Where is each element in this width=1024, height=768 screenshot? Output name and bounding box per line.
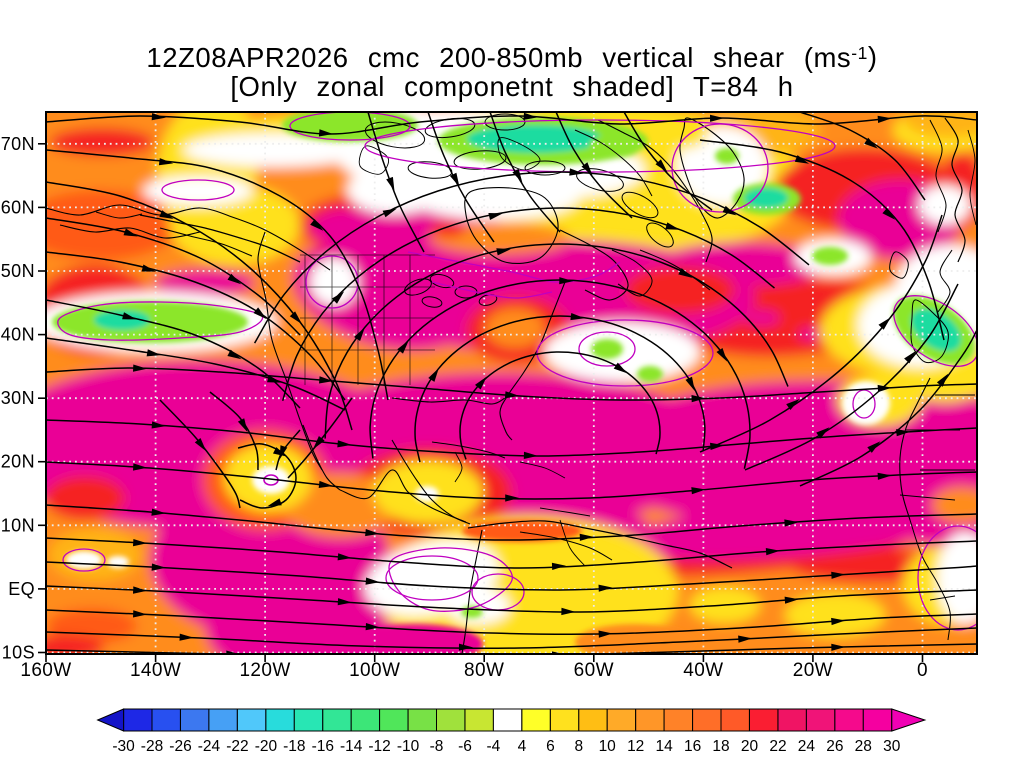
svg-text:100W: 100W	[349, 660, 400, 681]
svg-text:-10: -10	[397, 738, 420, 755]
svg-text:40N: 40N	[1, 325, 35, 345]
svg-text:60N: 60N	[1, 197, 35, 217]
svg-text:-28: -28	[141, 738, 163, 755]
svg-text:12: 12	[627, 738, 644, 755]
svg-text:26: 26	[826, 738, 843, 755]
svg-text:-30: -30	[112, 738, 135, 755]
svg-text:0: 0	[917, 660, 928, 681]
svg-text:6: 6	[546, 738, 555, 755]
svg-text:50N: 50N	[1, 261, 35, 281]
svg-text:EQ: EQ	[8, 579, 35, 599]
svg-text:-18: -18	[283, 738, 305, 755]
svg-text:160W: 160W	[20, 660, 71, 681]
svg-text:-22: -22	[226, 738, 248, 755]
svg-text:14: 14	[655, 738, 673, 755]
svg-text:8: 8	[574, 738, 583, 755]
svg-text:12Z08APR2026 cmc 200-850mb ver: 12Z08APR2026 cmc 200-850mb vertical shea…	[146, 41, 877, 73]
svg-text:10N: 10N	[1, 515, 35, 535]
svg-text:60W: 60W	[574, 660, 614, 681]
svg-text:-26: -26	[169, 738, 191, 755]
svg-text:20N: 20N	[1, 452, 35, 472]
svg-text:80W: 80W	[464, 660, 504, 681]
svg-text:-14: -14	[340, 738, 363, 755]
svg-text:140W: 140W	[130, 660, 181, 681]
svg-text:18: 18	[712, 738, 729, 755]
svg-text:120W: 120W	[239, 660, 290, 681]
svg-text:-20: -20	[255, 738, 278, 755]
svg-text:22: 22	[769, 738, 786, 755]
svg-text:40W: 40W	[683, 660, 723, 681]
svg-text:4: 4	[518, 738, 527, 755]
svg-text:24: 24	[798, 738, 816, 755]
svg-text:-8: -8	[430, 738, 444, 755]
svg-text:20W: 20W	[793, 660, 833, 681]
svg-text:-4: -4	[487, 738, 501, 755]
svg-text:30N: 30N	[1, 388, 35, 408]
svg-text:70N: 70N	[1, 134, 35, 154]
svg-text:28: 28	[855, 738, 872, 755]
svg-text:-16: -16	[312, 738, 334, 755]
svg-text:30: 30	[883, 738, 901, 755]
svg-text:20: 20	[741, 738, 759, 755]
svg-text:-24: -24	[198, 738, 221, 755]
svg-text:10: 10	[599, 738, 617, 755]
svg-text:-12: -12	[368, 738, 390, 755]
svg-text:16: 16	[684, 738, 701, 755]
svg-text:[Only zonal componetnt shaded]: [Only zonal componetnt shaded] T=84 h	[230, 71, 793, 102]
svg-text:10S: 10S	[2, 643, 35, 663]
svg-text:-6: -6	[458, 738, 472, 755]
